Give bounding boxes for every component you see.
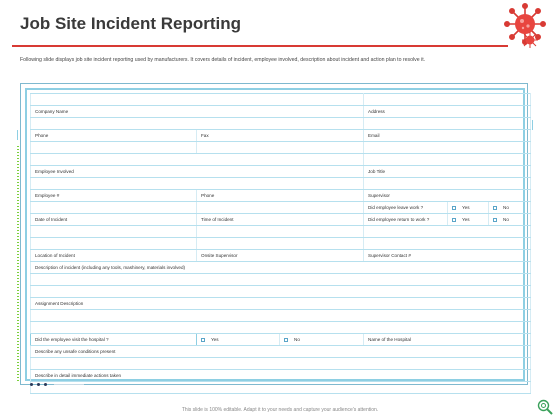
name-of-hospital-field[interactable]: Name of the Hospital [363,333,531,346]
form-row [30,321,531,334]
form-row: Did employee leave work ? Yes No [30,201,531,214]
employee-involved-field[interactable]: Employee Involved [30,165,364,178]
form-row [30,285,531,298]
supervisor-field[interactable]: Supervisor [363,189,531,202]
address-field[interactable]: Address [363,105,531,118]
date-of-incident-field[interactable]: Date of Incident [30,213,197,226]
hospital-no-checkbox[interactable] [284,337,288,342]
return-work-yes-checkbox[interactable] [452,217,456,222]
form-row: Company Name Address [30,105,531,118]
form-row [30,225,531,238]
dot-line [54,384,84,385]
yes-label: Yes [462,205,470,210]
frame-side-tick [17,130,18,140]
hospital-yes-checkbox[interactable] [201,337,205,342]
job-title-field[interactable]: Job Title [363,165,531,178]
form-row [30,117,531,130]
footer-note: This slide is 100% editable. Adapt it to… [181,407,379,413]
phone-2-field[interactable]: Phone [196,189,364,202]
form-row [30,153,531,166]
return-to-work-question: Did employee return to work ? [363,213,448,226]
form-row [30,141,531,154]
frame-side-tick [532,120,533,130]
onsite-supervisor-field[interactable]: Onsite Supervisor [196,249,364,262]
dot [30,383,33,386]
form-row: Description of incident (including any t… [30,261,531,274]
location-of-incident-field[interactable]: Location of Incident [30,249,197,262]
form-row [30,273,531,286]
form-row: Location of Incident Onsite Supervisor S… [30,249,531,262]
company-name-field[interactable]: Company Name [30,105,364,118]
title-divider [12,45,508,47]
form-row: Describe any unsafe conditions present [30,345,531,358]
virus-icon [503,2,546,45]
yes-label: Yes [462,217,470,222]
email-field[interactable]: Email [363,129,531,142]
leave-work-no-checkbox[interactable] [493,205,497,210]
leave-work-question: Did employee leave work ? [363,201,448,214]
form-row [30,309,531,322]
form-row [30,381,531,394]
form-row [30,237,531,250]
search-settings-icon [537,399,553,415]
decorative-dots [30,383,84,386]
form-row: Describe in detail immediate actions tak… [30,369,531,382]
incident-report-form: Company Name Address Phone Fax Email Emp… [30,93,531,394]
leave-work-yes-checkbox[interactable] [452,205,456,210]
dot [37,383,40,386]
description-of-incident-field[interactable]: Description of incident (including any t… [30,261,531,274]
page-title: Job Site Incident Reporting [20,14,242,33]
assignment-description-field[interactable]: Assignment Description [30,297,531,310]
form-row: Assignment Description [30,297,531,310]
unsafe-conditions-field[interactable]: Describe any unsafe conditions present [30,345,531,358]
dot [44,383,47,386]
form-row: Phone Fax Email [30,129,531,142]
form-row [30,357,531,370]
form-row: Employee # Phone Supervisor [30,189,531,202]
form-row [30,177,531,190]
no-label: No [503,217,509,222]
fax-field[interactable]: Fax [196,129,364,142]
form-row: Did the employee visit the hospital ? Ye… [30,333,531,346]
visit-hospital-question: Did the employee visit the hospital ? [30,333,197,346]
slide-description: Following slide displays job site incide… [20,57,426,63]
no-label: No [503,205,509,210]
employee-number-field[interactable]: Employee # [30,189,197,202]
form-row: Date of Incident Time of Incident Did em… [30,213,531,226]
phone-field[interactable]: Phone [30,129,197,142]
form-row [30,93,531,106]
yes-label: Yes [211,337,219,342]
supervisor-contact-field[interactable]: Supervisor Contact # [363,249,531,262]
form-row: Employee Involved Job Title [30,165,531,178]
decorative-dotted-line [17,146,19,382]
return-work-no-checkbox[interactable] [493,217,497,222]
virus-small-icon [522,32,538,48]
time-of-incident-field[interactable]: Time of Incident [196,213,364,226]
no-label: No [294,337,300,342]
immediate-actions-field[interactable]: Describe in detail immediate actions tak… [30,369,531,382]
